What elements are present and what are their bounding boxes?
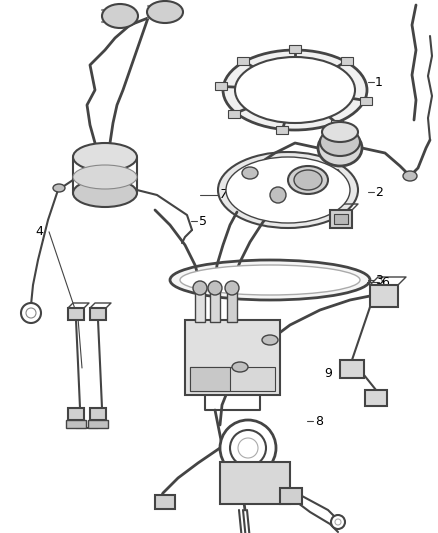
Text: 1: 1 [375, 76, 383, 88]
Ellipse shape [322, 122, 358, 142]
Bar [276, 126, 288, 134]
Ellipse shape [235, 57, 355, 123]
Ellipse shape [170, 260, 370, 300]
Bar [280, 488, 302, 504]
Bar [365, 390, 387, 406]
Text: 4: 4 [35, 225, 43, 238]
Bar [227, 290, 237, 322]
Ellipse shape [226, 157, 350, 223]
Bar [185, 320, 280, 395]
Circle shape [238, 438, 258, 458]
Text: 5: 5 [199, 215, 207, 228]
Ellipse shape [232, 362, 248, 372]
Circle shape [335, 519, 341, 525]
Ellipse shape [73, 143, 137, 171]
Ellipse shape [147, 1, 183, 23]
Circle shape [193, 281, 207, 295]
Bar [90, 308, 106, 320]
Text: 9: 9 [324, 367, 332, 379]
Ellipse shape [102, 4, 138, 28]
Ellipse shape [73, 165, 137, 189]
Circle shape [26, 308, 36, 318]
Bar [332, 119, 343, 127]
Circle shape [21, 303, 41, 323]
Bar [360, 96, 372, 104]
Circle shape [230, 430, 266, 466]
Bar [340, 360, 364, 378]
Text: 3: 3 [375, 273, 383, 287]
Text: 2: 2 [375, 185, 383, 198]
Circle shape [220, 420, 276, 476]
Text: 8: 8 [315, 415, 323, 427]
Bar [190, 367, 230, 391]
Bar [190, 367, 275, 391]
Bar [66, 420, 86, 428]
Ellipse shape [180, 265, 360, 295]
Bar [220, 462, 290, 504]
Circle shape [225, 281, 239, 295]
Ellipse shape [288, 166, 328, 194]
Circle shape [270, 187, 286, 203]
Bar [88, 420, 108, 428]
Bar [155, 495, 175, 509]
Bar [237, 57, 249, 65]
Ellipse shape [218, 152, 358, 228]
Ellipse shape [223, 50, 367, 130]
Bar [334, 214, 348, 224]
Text: 6: 6 [381, 276, 389, 289]
Bar [341, 57, 353, 65]
Ellipse shape [318, 130, 362, 166]
Ellipse shape [53, 184, 65, 192]
Ellipse shape [320, 128, 360, 156]
Bar [370, 285, 398, 307]
Bar [90, 408, 106, 420]
Ellipse shape [73, 179, 137, 207]
Bar [289, 45, 301, 53]
Ellipse shape [294, 170, 322, 190]
Bar [215, 83, 227, 91]
Ellipse shape [403, 171, 417, 181]
Bar [330, 210, 352, 228]
Ellipse shape [242, 167, 258, 179]
Circle shape [331, 515, 345, 529]
Bar [195, 290, 205, 322]
Bar [68, 408, 84, 420]
Circle shape [208, 281, 222, 295]
Bar [228, 109, 240, 117]
Ellipse shape [262, 335, 278, 345]
Bar [68, 308, 84, 320]
Bar [210, 290, 220, 322]
Text: 7: 7 [220, 189, 228, 201]
